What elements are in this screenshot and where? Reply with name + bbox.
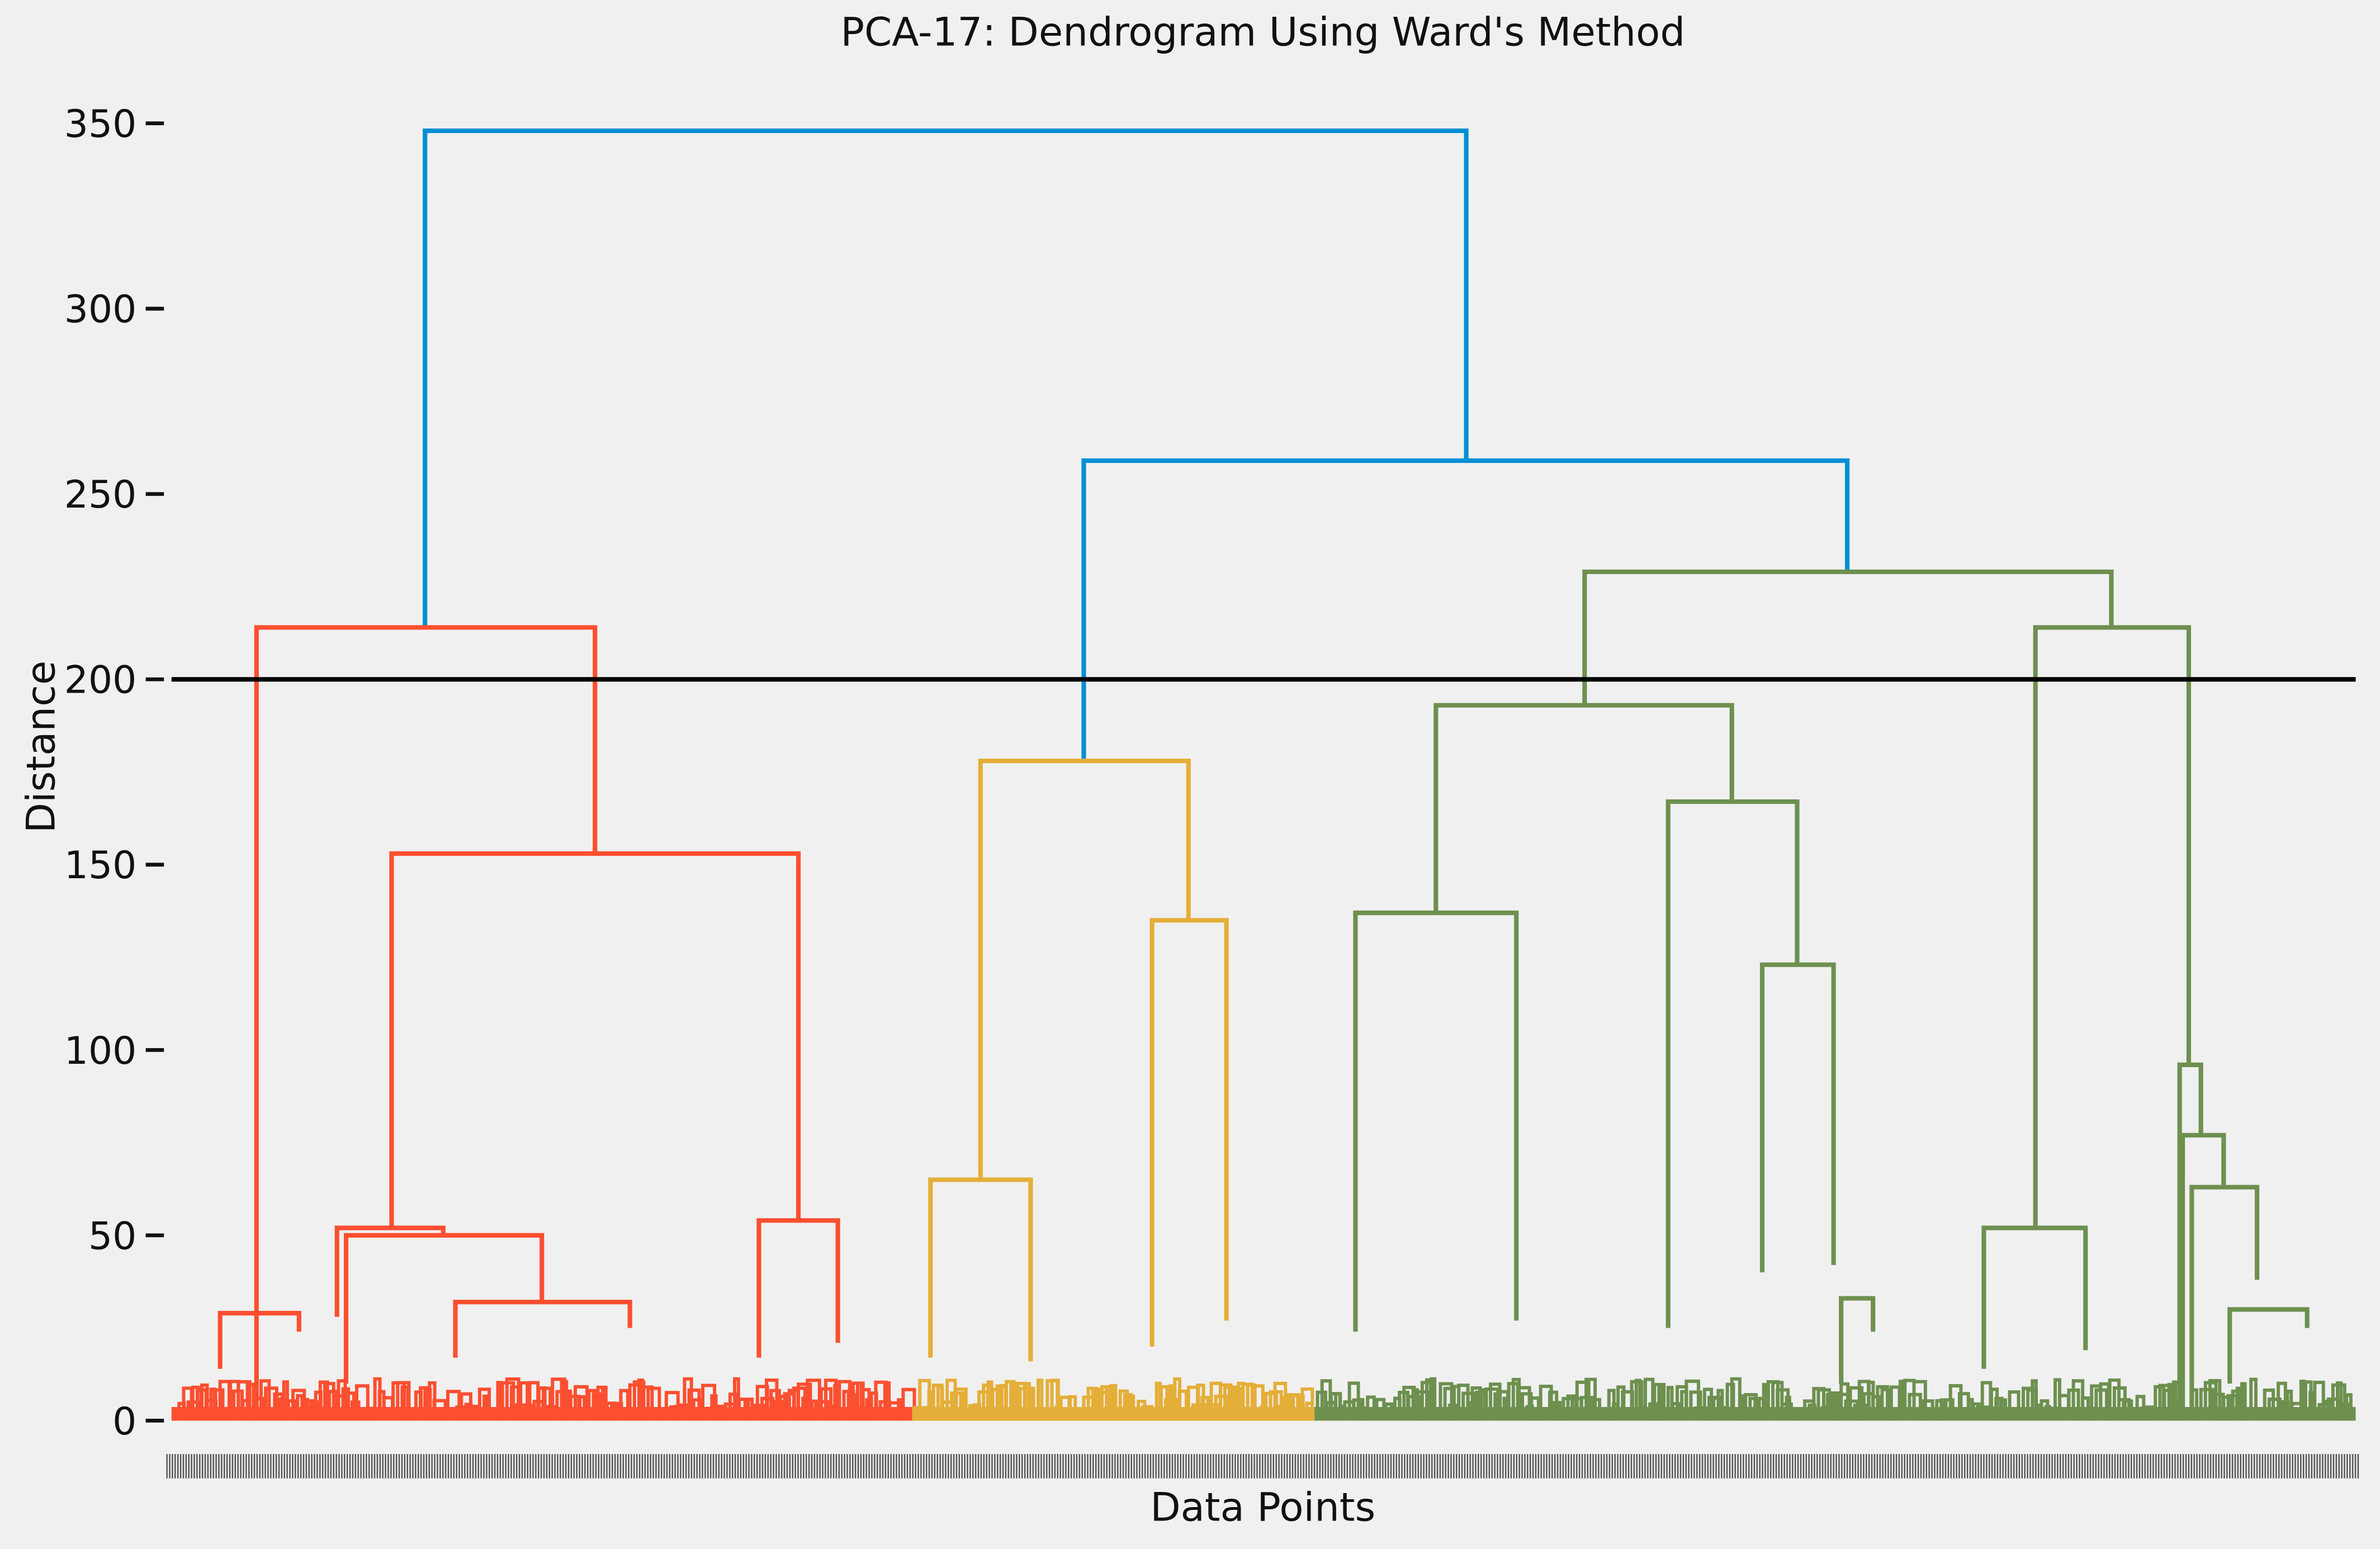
chart-title: PCA-17: Dendrogram Using Ward's Method [840,9,1685,55]
leaf-tick-marks [166,1454,2359,1479]
leaf-band-cluster_2 [912,1406,1315,1421]
dendrogram-link [2177,1062,2203,1421]
y-tick-label: 300 [64,288,137,332]
dendrogram-link [1981,1225,2088,1369]
y-tick-label: 150 [64,844,137,888]
dendrogram-link [928,1177,1033,1362]
dendrogram-link [453,1300,632,1358]
y-axis: 0 50 100 150 200 250 300 350 [64,102,164,1444]
dendrogram-link [1353,910,1519,1332]
dendrogram-link [2189,1185,2260,1421]
dendrogram-link [389,851,801,1228]
y-tick-label: 0 [112,1400,136,1444]
dendrogram-link [1081,458,1850,761]
dendrogram-link [334,1225,446,1317]
dendrogram-link [1582,569,2114,705]
dendrogram-link [1433,703,1734,913]
y-tick-label: 350 [64,102,137,146]
y-tick-label: 250 [64,473,137,517]
dendrogram-link [978,759,1191,1180]
dendrogram-link [1665,799,1800,1328]
dendrogram-link [423,128,1469,628]
x-axis-leaf-ticks [166,1454,2359,1479]
leaf-band-cluster_1 [171,1406,912,1421]
dendrogram-link [2227,1307,2310,1384]
dendrogram-link [1759,962,1836,1273]
y-tick-label: 100 [64,1029,137,1073]
y-tick-label: 50 [88,1214,136,1258]
dendrogram-link [756,1218,840,1358]
leaf-band-cluster_3 [1314,1406,2356,1421]
dendrogram-links [217,128,2310,1421]
dendrogram-link [1839,1296,1876,1384]
dendrogram-link [2033,625,2191,1228]
x-axis-label: Data Points [1150,1484,1375,1531]
y-tick-label: 200 [64,659,137,703]
dendrogram-link [1149,918,1229,1347]
dendrogram-link [254,625,598,1421]
y-axis-label: Distance [18,661,64,833]
dendrogram-link [217,1311,301,1369]
dendrogram-link [2180,1133,2226,1421]
dendrogram-link [343,1233,545,1384]
cluster-leaf-branches [171,1377,2356,1421]
